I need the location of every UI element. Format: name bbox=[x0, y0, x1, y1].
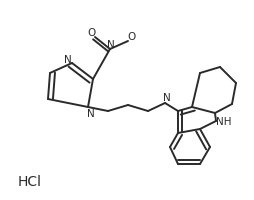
Text: N: N bbox=[87, 108, 95, 118]
Text: N: N bbox=[163, 93, 171, 102]
Text: HCl: HCl bbox=[18, 174, 42, 188]
Text: NH: NH bbox=[216, 116, 232, 126]
Text: N: N bbox=[64, 55, 72, 65]
Text: N: N bbox=[107, 40, 115, 50]
Text: O: O bbox=[87, 28, 95, 38]
Text: O: O bbox=[128, 32, 136, 42]
